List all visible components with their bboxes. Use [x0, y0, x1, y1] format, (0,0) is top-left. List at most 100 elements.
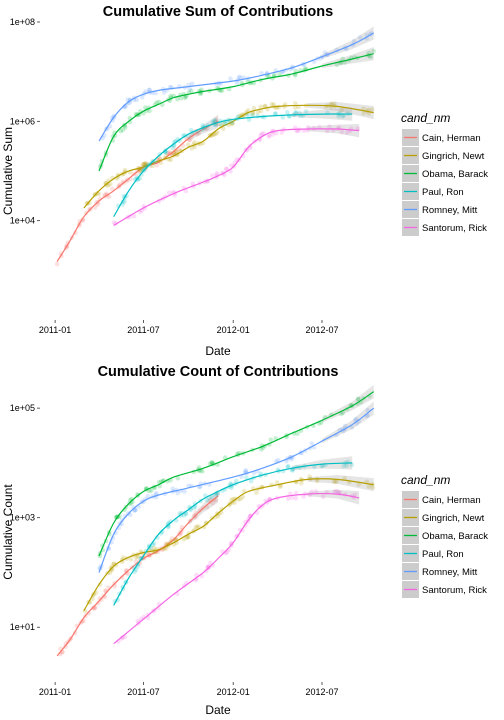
data-point: [186, 534, 191, 540]
data-point: [197, 508, 203, 513]
x-tick-label: 2011-07: [127, 325, 159, 335]
smooth-line: [113, 462, 353, 606]
data-point: [285, 463, 291, 469]
data-point: [210, 131, 216, 137]
x-tick-label: 2012-07: [305, 325, 338, 335]
data-point: [361, 111, 367, 116]
y-tick-label: 1e+08: [10, 17, 35, 27]
data-point: [162, 149, 168, 154]
data-point: [212, 118, 217, 124]
series-santorum-rick: [111, 124, 361, 227]
data-point: [198, 91, 203, 97]
data-point: [143, 105, 148, 110]
data-point: [151, 545, 157, 551]
data-point: [370, 485, 376, 490]
smooth-line: [98, 391, 375, 557]
data-point: [277, 71, 282, 77]
data-point: [122, 167, 128, 173]
data-point: [371, 48, 376, 54]
smooth-line: [56, 495, 219, 657]
data-point: [356, 396, 361, 402]
data-point: [266, 134, 272, 139]
data-point: [131, 213, 137, 219]
legend-label: Cain, Herman: [422, 495, 481, 506]
smooth-line: [83, 478, 374, 612]
data-point: [228, 541, 234, 547]
data-point: [309, 489, 315, 495]
data-point: [369, 107, 375, 112]
data-point: [122, 513, 128, 519]
data-point: [238, 496, 243, 502]
data-point: [221, 126, 226, 131]
data-point: [314, 478, 320, 484]
data-point: [204, 520, 209, 526]
data-point: [322, 50, 328, 55]
smooth-line: [113, 492, 360, 645]
confidence-band: [307, 102, 374, 120]
data-point: [162, 149, 168, 154]
data-point: [227, 502, 232, 508]
data-point: [293, 101, 298, 106]
data-point: [154, 100, 159, 105]
data-point: [109, 564, 115, 569]
data-point: [183, 510, 188, 515]
chart-panel-2: Cumulative Count of Contributions 1e+01 1e…: [1, 364, 488, 717]
data-point: [168, 93, 173, 99]
data-point: [309, 441, 315, 446]
data-point: [229, 120, 235, 125]
data-point: [187, 86, 192, 92]
data-point: [250, 111, 255, 117]
data-point: [178, 95, 184, 101]
data-point: [209, 494, 215, 500]
data-point: [228, 76, 233, 81]
data-point: [145, 494, 151, 499]
data-point: [190, 181, 195, 187]
smooth-line: [83, 104, 374, 209]
data-point: [54, 261, 60, 267]
data-point: [140, 162, 146, 167]
data-point: [175, 96, 180, 102]
data-point: [238, 75, 243, 80]
data-point: [192, 140, 197, 145]
data-point: [248, 513, 253, 519]
data-point: [299, 480, 304, 486]
data-point: [149, 488, 154, 493]
data-point: [234, 80, 240, 85]
data-point: [178, 530, 184, 536]
data-point: [108, 181, 113, 187]
data-point: [343, 423, 348, 429]
data-point: [161, 90, 167, 95]
legend-label: Romney, Mitt: [422, 567, 478, 578]
legend-label: Obama, Barack: [422, 169, 488, 180]
data-point: [307, 474, 312, 479]
data-point: [269, 102, 275, 107]
data-point: [150, 163, 155, 169]
data-point: [97, 553, 103, 559]
data-point: [344, 463, 350, 468]
data-point: [184, 535, 190, 541]
data-point: [349, 462, 355, 468]
data-point: [258, 447, 264, 452]
data-point: [214, 117, 219, 122]
data-point: [222, 121, 228, 127]
data-point: [113, 563, 119, 568]
y-axis-label: Cumulative Count: [1, 484, 15, 580]
data-point: [355, 396, 361, 402]
y-tick-label: 1e+03: [10, 513, 35, 523]
data-point: [248, 478, 254, 484]
data-point: [271, 102, 277, 107]
data-point: [125, 101, 131, 106]
data-point: [213, 492, 219, 498]
data-point: [223, 166, 229, 172]
data-point: [185, 142, 191, 148]
data-point: [99, 597, 104, 603]
data-point: [215, 130, 220, 135]
data-point: [175, 490, 180, 496]
data-point: [189, 88, 194, 94]
data-point: [194, 576, 199, 582]
data-point: [332, 101, 337, 106]
data-point: [340, 56, 346, 62]
data-point: [134, 177, 140, 183]
data-point: [173, 149, 179, 155]
smooth-line: [113, 113, 353, 218]
